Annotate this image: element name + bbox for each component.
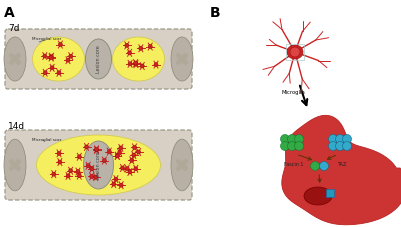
Circle shape <box>133 146 136 149</box>
Circle shape <box>94 175 98 179</box>
Circle shape <box>77 174 81 178</box>
Circle shape <box>134 167 138 171</box>
Circle shape <box>119 183 123 187</box>
Ellipse shape <box>113 37 164 81</box>
Text: Lesion core: Lesion core <box>96 45 101 73</box>
Circle shape <box>140 64 144 68</box>
Text: 14d: 14d <box>8 122 25 131</box>
Circle shape <box>148 44 152 49</box>
Circle shape <box>134 62 138 66</box>
Circle shape <box>86 164 90 168</box>
Circle shape <box>128 51 132 55</box>
Ellipse shape <box>171 139 193 191</box>
Circle shape <box>102 159 106 163</box>
Circle shape <box>50 66 54 70</box>
Circle shape <box>137 150 141 154</box>
Circle shape <box>58 160 62 164</box>
Ellipse shape <box>4 139 26 191</box>
Circle shape <box>112 182 116 186</box>
Circle shape <box>117 151 122 155</box>
Circle shape <box>281 141 290 151</box>
Circle shape <box>125 167 129 171</box>
Circle shape <box>128 62 132 66</box>
Circle shape <box>107 150 111 154</box>
Ellipse shape <box>36 135 160 195</box>
Circle shape <box>132 153 136 157</box>
Text: B: B <box>210 6 221 20</box>
Ellipse shape <box>171 37 193 81</box>
Circle shape <box>119 146 123 150</box>
Circle shape <box>76 170 80 174</box>
Ellipse shape <box>32 37 85 81</box>
Circle shape <box>281 135 290 143</box>
Circle shape <box>114 177 118 181</box>
Circle shape <box>69 169 73 173</box>
Text: Microglia: Microglia <box>281 90 305 95</box>
Circle shape <box>294 141 304 151</box>
Text: Fascin 1: Fascin 1 <box>284 162 304 167</box>
Circle shape <box>66 174 70 178</box>
FancyBboxPatch shape <box>5 130 192 200</box>
Circle shape <box>57 151 61 155</box>
Circle shape <box>310 161 320 170</box>
Ellipse shape <box>304 187 332 205</box>
Polygon shape <box>282 115 401 225</box>
Text: Microglial scar: Microglial scar <box>32 37 61 42</box>
Circle shape <box>95 147 99 151</box>
Text: Microglial scar: Microglial scar <box>32 138 61 142</box>
Circle shape <box>90 174 94 178</box>
FancyBboxPatch shape <box>326 189 334 197</box>
Circle shape <box>49 55 53 59</box>
Circle shape <box>328 141 338 151</box>
Circle shape <box>59 42 62 47</box>
Circle shape <box>288 141 296 151</box>
Circle shape <box>57 71 61 75</box>
Ellipse shape <box>4 37 26 81</box>
Circle shape <box>115 154 119 158</box>
Text: 7d: 7d <box>8 24 20 33</box>
Circle shape <box>90 167 94 171</box>
Circle shape <box>320 161 328 170</box>
Circle shape <box>43 54 47 58</box>
Circle shape <box>342 135 352 143</box>
Circle shape <box>290 47 300 57</box>
Circle shape <box>95 148 99 152</box>
Circle shape <box>294 135 304 143</box>
Circle shape <box>43 71 47 75</box>
Circle shape <box>288 135 296 143</box>
Ellipse shape <box>85 39 111 79</box>
Circle shape <box>125 43 129 47</box>
Circle shape <box>77 155 81 159</box>
Circle shape <box>85 145 89 149</box>
Circle shape <box>328 135 338 143</box>
Text: A: A <box>4 6 15 20</box>
Text: Lesion core: Lesion core <box>96 151 101 179</box>
Ellipse shape <box>287 45 303 59</box>
Circle shape <box>342 141 352 151</box>
Circle shape <box>66 58 70 62</box>
Circle shape <box>336 135 344 143</box>
Circle shape <box>139 46 143 50</box>
Circle shape <box>49 56 53 59</box>
Circle shape <box>128 170 132 174</box>
Circle shape <box>336 141 344 151</box>
Circle shape <box>121 166 125 170</box>
Circle shape <box>130 158 134 162</box>
Text: TAZ: TAZ <box>337 162 347 167</box>
Circle shape <box>134 61 138 65</box>
Ellipse shape <box>83 141 113 189</box>
Circle shape <box>115 154 119 158</box>
FancyBboxPatch shape <box>5 29 192 89</box>
Circle shape <box>154 63 158 67</box>
Circle shape <box>52 172 56 176</box>
Circle shape <box>69 54 73 58</box>
